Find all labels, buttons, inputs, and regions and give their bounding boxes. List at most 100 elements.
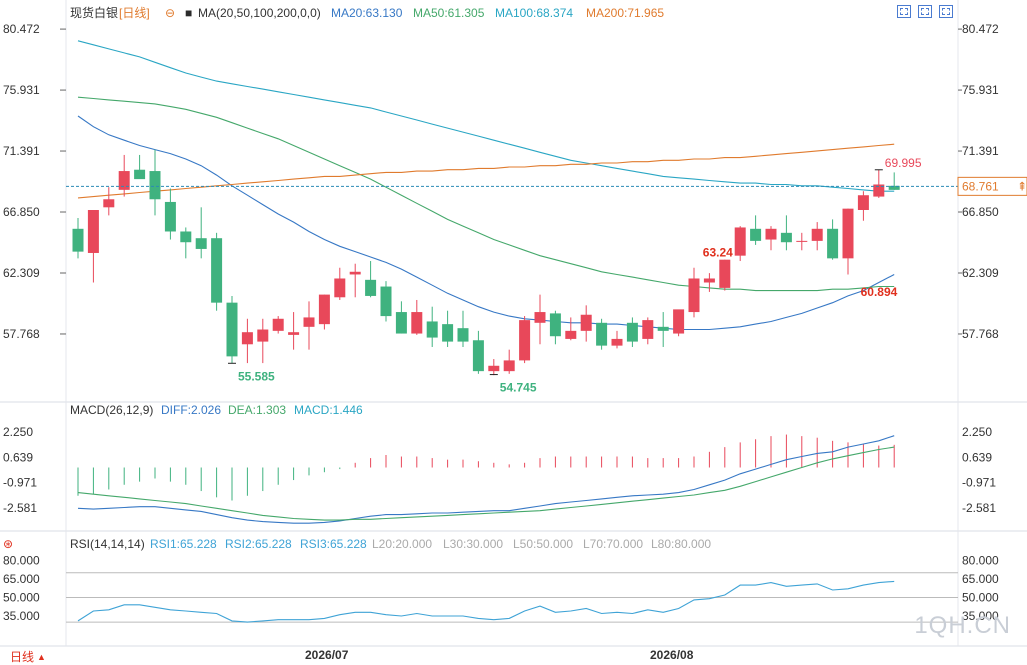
price-tick-right: 57.768 [962,327,999,341]
macd-tick-right: -0.971 [962,476,996,490]
candle-body [411,312,423,334]
price-annotation: 55.585 [238,369,275,383]
candle-body [488,365,500,372]
candle-body [87,210,99,253]
macd-tick-left: -0.971 [3,476,37,490]
price-tick-right: 75.931 [962,83,999,97]
macd-diff-line [77,435,895,524]
candle-body [888,185,900,190]
candle-body [673,309,685,334]
candle-body [226,302,238,357]
ma-line-ma200 [77,143,895,199]
period-label[interactable]: [日线] [119,6,150,20]
candle-body [596,322,608,346]
candle-body [580,314,592,331]
rsi-label[interactable]: RSI(14,14,14) [70,537,145,551]
period-selector-button[interactable]: 日线 ▲ [0,648,68,665]
candle-body [611,338,623,346]
rsi-tick-right: 80.000 [962,553,999,567]
watermark: 1QH.CN [914,612,1011,639]
rsi-line [77,580,895,623]
rsi-tick-left: 65.000 [3,572,40,586]
candle-body [334,278,346,298]
macd-tick-right: 2.250 [962,425,992,439]
crosshair-tool-icon[interactable] [897,5,911,18]
price-tick-left: 80.472 [3,22,40,36]
candle-body [657,326,669,331]
rsi3-value: RSI3:65.228 [300,537,367,551]
settings-icon[interactable]: ⊖ [165,6,175,20]
macd-tick-right: -2.581 [962,501,996,515]
rsi-tick-right: 50.000 [962,590,999,604]
price-tick-right: 80.472 [962,22,999,36]
price-tick-right: 62.309 [962,266,999,280]
macd-tick-right: 0.639 [962,450,992,464]
zoom-in-icon[interactable] [918,5,932,18]
candle-body [118,171,130,190]
candle-body [395,312,407,334]
indicator-square-icon: ■ [185,6,192,20]
symbol-title: 现货白银 [70,5,118,20]
rsi-l20: L20:20.000 [372,537,432,551]
macd-value: MACD:1.446 [294,403,363,417]
ma-line-ma100 [77,40,895,192]
candle-body [842,208,854,259]
period-selector-label: 日线 [10,650,35,664]
candle-body [703,278,715,283]
candle-body [211,238,223,303]
candle-body [241,332,253,345]
candle-body [180,231,192,243]
ma100-value: MA100:68.374 [495,6,573,20]
candle-body [780,232,792,243]
price-annotation: 60.894 [861,285,898,299]
candle-body [565,330,577,339]
zoom-out-icon[interactable] [939,5,953,18]
macd-diff-value: DIFF:2.026 [161,403,221,417]
candle-body [626,322,638,342]
candle-body [688,278,700,313]
price-tick-right: 71.391 [962,144,999,158]
caret-up-icon: ▲ [37,651,46,662]
candle-body [349,271,361,275]
candle-body [719,259,731,288]
ma50-value: MA50:61.305 [413,6,485,20]
rsi-tick-right: 65.000 [962,572,999,586]
price-annotation: 69.995 [885,156,922,170]
current-price-box [957,176,1027,196]
candle-body [827,228,839,259]
price-annotation: 63.24 [703,245,733,259]
rsi-tick-left: 80.000 [3,553,40,567]
candle-body [472,340,484,372]
candle-body [457,328,469,342]
rsi-l50: L50:50.000 [513,537,573,551]
macd-label[interactable]: MACD(26,12,9) [70,403,153,417]
candle-body [765,228,777,240]
candle-body [164,201,176,232]
macd-dea-line [77,446,895,521]
rsi-l80: L80:80.000 [651,537,711,551]
date-label-august: 2026/08 [650,648,694,662]
candle-body [380,286,392,317]
ma-params-label[interactable]: MA(20,50,100,200,0,0) [198,6,321,20]
candle-body [857,195,869,210]
candle-body [750,228,762,241]
rsi-tick-left: 50.000 [3,590,40,604]
macd-tick-left: 2.250 [3,425,33,439]
rsi-settings-icon[interactable]: ⊛ [3,537,13,551]
candle-body [549,313,561,337]
rsi2-value: RSI2:65.228 [225,537,292,551]
ma200-value: MA200:71.965 [586,6,664,20]
rsi1-value: RSI1:65.228 [150,537,217,551]
candle-body [873,184,885,197]
rsi-l30: L30:30.000 [443,537,503,551]
candle-body [257,329,269,342]
candle-body [734,227,746,256]
candle-body [426,321,438,338]
price-arrow-icon: ⇞ [1017,179,1027,193]
ma-line-ma50 [77,96,895,292]
candle-body [519,320,531,361]
price-tick-left: 57.768 [3,327,40,341]
candle-body [796,240,808,242]
candle-body [288,332,300,335]
